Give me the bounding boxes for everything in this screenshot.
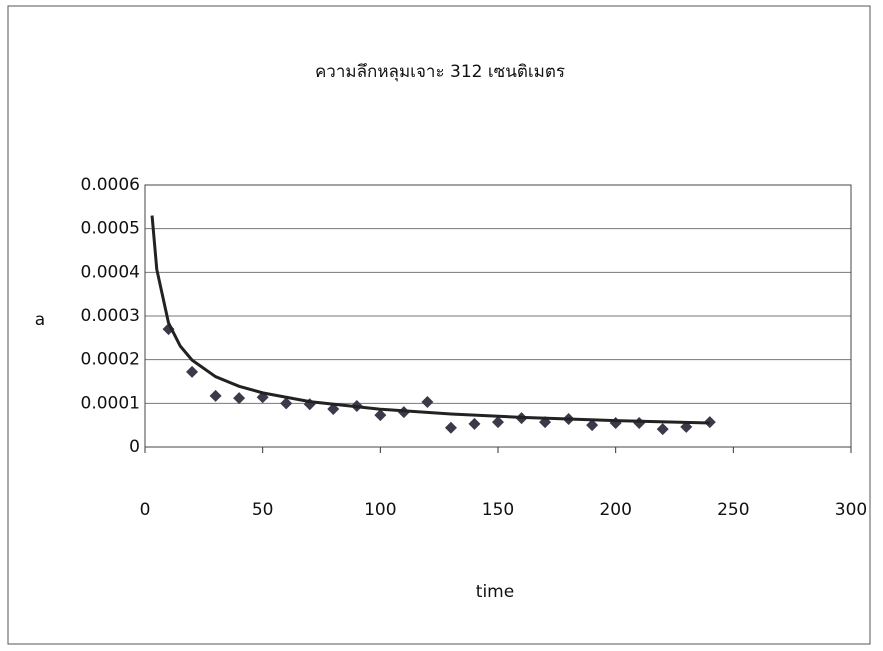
- x-tick-label: 300: [835, 500, 867, 520]
- x-tick-label: 150: [482, 500, 514, 520]
- x-tick-label: 100: [364, 500, 396, 520]
- y-tick-label: 0.0003: [81, 306, 140, 326]
- x-tick-label: 0: [140, 500, 151, 520]
- x-tick-label: 250: [717, 500, 749, 520]
- chart-title: ความลึกหลุมเจาะ 312 เซนติเมตร: [315, 62, 565, 82]
- page: ความลึกหลุมเจาะ 312 เซนติเมตร a time 0 0.…: [0, 0, 883, 651]
- y-tick-label: 0: [129, 437, 140, 457]
- y-tick-label: 0.0002: [81, 350, 140, 370]
- x-tick-label: 50: [252, 500, 274, 520]
- chart: ความลึกหลุมเจาะ 312 เซนติเมตร a time 0 0.…: [0, 0, 883, 651]
- x-tick-label: 200: [599, 500, 631, 520]
- y-tick-label: 0.0006: [81, 175, 140, 195]
- y-tick-label: 0.0004: [81, 262, 140, 282]
- y-axis-label: a: [35, 310, 45, 330]
- y-tick-label: 0.0001: [81, 393, 140, 413]
- x-axis-label: time: [476, 582, 514, 602]
- y-tick-label: 0.0005: [81, 219, 140, 239]
